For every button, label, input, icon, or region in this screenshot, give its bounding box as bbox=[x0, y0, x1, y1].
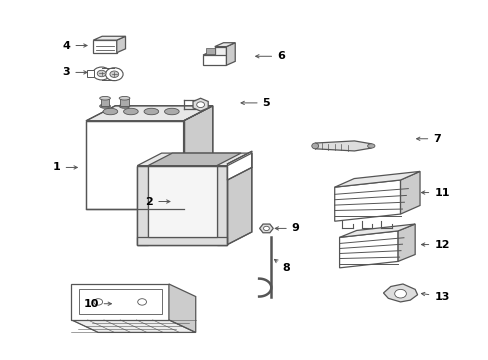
Text: 7: 7 bbox=[416, 134, 440, 144]
Polygon shape bbox=[315, 141, 370, 151]
Polygon shape bbox=[193, 98, 208, 111]
Polygon shape bbox=[227, 153, 251, 244]
Ellipse shape bbox=[123, 108, 138, 115]
Text: 2: 2 bbox=[145, 197, 170, 207]
Polygon shape bbox=[203, 51, 223, 55]
Text: 13: 13 bbox=[421, 292, 449, 302]
Polygon shape bbox=[216, 166, 227, 244]
Ellipse shape bbox=[367, 144, 374, 148]
Circle shape bbox=[138, 299, 146, 305]
Bar bbox=[79, 289, 161, 315]
Polygon shape bbox=[137, 153, 251, 166]
Polygon shape bbox=[86, 121, 183, 209]
Polygon shape bbox=[117, 36, 125, 53]
Bar bbox=[205, 48, 214, 54]
Ellipse shape bbox=[144, 108, 158, 115]
Text: 6: 6 bbox=[255, 51, 285, 61]
Polygon shape bbox=[334, 180, 400, 221]
Circle shape bbox=[94, 299, 102, 305]
Bar bbox=[120, 98, 129, 106]
Text: 11: 11 bbox=[421, 188, 449, 198]
Polygon shape bbox=[214, 46, 226, 55]
Polygon shape bbox=[183, 106, 212, 209]
Polygon shape bbox=[168, 284, 195, 332]
Polygon shape bbox=[226, 43, 235, 65]
Circle shape bbox=[97, 70, 106, 77]
Polygon shape bbox=[148, 166, 216, 237]
Circle shape bbox=[105, 68, 123, 81]
Polygon shape bbox=[86, 106, 212, 121]
Text: 5: 5 bbox=[241, 98, 270, 108]
Polygon shape bbox=[148, 153, 241, 166]
Polygon shape bbox=[137, 237, 227, 244]
Circle shape bbox=[110, 71, 119, 77]
Ellipse shape bbox=[100, 104, 110, 108]
Polygon shape bbox=[397, 224, 414, 261]
Text: 10: 10 bbox=[83, 299, 111, 309]
Circle shape bbox=[263, 226, 269, 230]
Text: 1: 1 bbox=[53, 162, 77, 172]
Text: 9: 9 bbox=[275, 224, 299, 233]
Ellipse shape bbox=[100, 96, 110, 100]
Polygon shape bbox=[203, 46, 226, 65]
Polygon shape bbox=[137, 166, 148, 244]
Polygon shape bbox=[259, 224, 273, 233]
Ellipse shape bbox=[103, 108, 118, 115]
Polygon shape bbox=[383, 284, 417, 302]
Polygon shape bbox=[71, 320, 195, 332]
Ellipse shape bbox=[164, 108, 179, 115]
Ellipse shape bbox=[119, 96, 130, 100]
Text: 12: 12 bbox=[421, 239, 449, 249]
Bar bbox=[87, 70, 94, 77]
Polygon shape bbox=[339, 231, 397, 268]
Circle shape bbox=[394, 289, 406, 298]
Bar bbox=[101, 98, 109, 106]
Polygon shape bbox=[214, 43, 235, 46]
Text: 8: 8 bbox=[274, 260, 289, 273]
Ellipse shape bbox=[311, 143, 318, 149]
Polygon shape bbox=[227, 151, 251, 180]
Polygon shape bbox=[339, 224, 414, 237]
Polygon shape bbox=[71, 284, 168, 320]
Circle shape bbox=[196, 102, 204, 108]
Polygon shape bbox=[93, 36, 125, 40]
Polygon shape bbox=[93, 40, 117, 53]
Text: 3: 3 bbox=[62, 67, 87, 77]
Polygon shape bbox=[400, 171, 419, 214]
Polygon shape bbox=[137, 166, 227, 244]
Polygon shape bbox=[334, 171, 419, 187]
Ellipse shape bbox=[119, 104, 130, 108]
Text: 4: 4 bbox=[62, 41, 87, 50]
Circle shape bbox=[93, 67, 110, 80]
